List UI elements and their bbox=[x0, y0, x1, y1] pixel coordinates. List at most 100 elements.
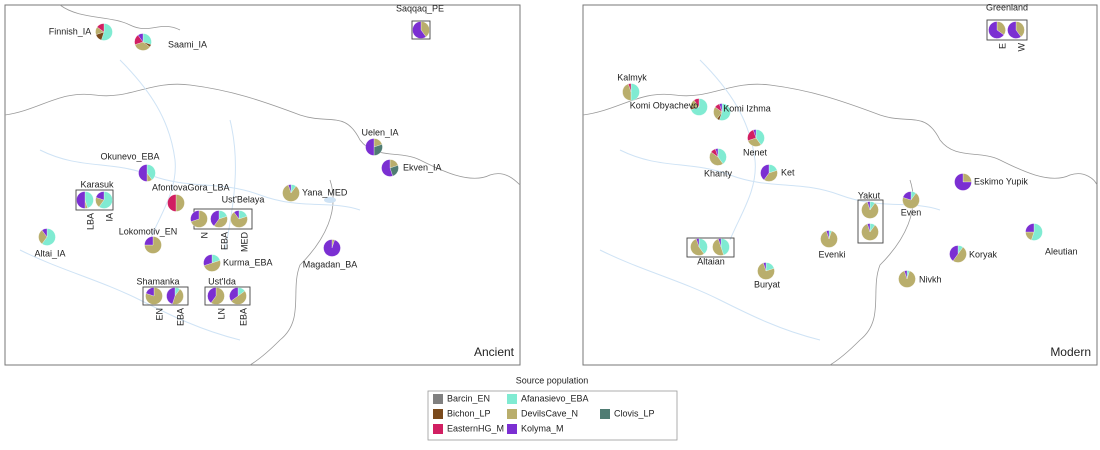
site: EN EBA Shamanka bbox=[136, 276, 189, 326]
site-box bbox=[411, 20, 431, 40]
pie-wedge bbox=[420, 21, 430, 38]
legend-label: Barcin_EN bbox=[447, 393, 490, 403]
site-label: Yakut bbox=[858, 190, 881, 200]
legend-swatch bbox=[507, 424, 517, 434]
pie-wedge bbox=[146, 164, 156, 181]
pie-wedge bbox=[137, 33, 144, 43]
site-label: Nivkh bbox=[919, 274, 942, 284]
site-label: Aleutian bbox=[1045, 246, 1078, 256]
pie-wedge bbox=[1015, 21, 1025, 38]
pie-wedge bbox=[190, 210, 200, 222]
pie-wedge bbox=[138, 164, 148, 182]
pie-sublabel: MED bbox=[239, 232, 249, 253]
site: Eskimo Yupik bbox=[954, 173, 1028, 191]
pie-wedge bbox=[203, 260, 221, 272]
pie-wedge bbox=[282, 184, 300, 202]
site: Okunevo_EBA bbox=[100, 151, 160, 182]
pie-wedge bbox=[954, 173, 972, 191]
pie-wedge bbox=[630, 83, 640, 101]
pie-sublabel: EBA bbox=[238, 308, 248, 326]
site: Altaian bbox=[686, 237, 735, 266]
panel-label: Ancient bbox=[474, 345, 515, 359]
site-label: Finnish_IA bbox=[49, 26, 92, 36]
site-label: Koryak bbox=[969, 249, 998, 259]
legend-swatch bbox=[433, 394, 443, 404]
site: Aleutian bbox=[1025, 223, 1078, 256]
pie-wedge bbox=[76, 191, 86, 209]
site-label: Saami_IA bbox=[168, 39, 207, 49]
pie-sublabel: LBA bbox=[85, 213, 95, 230]
site: Nivkh bbox=[898, 270, 942, 288]
site-label: Ekven_IA bbox=[403, 162, 442, 172]
site: Kalmyk bbox=[617, 72, 647, 101]
legend-label: DevilsCave_N bbox=[521, 408, 578, 418]
pie-sublabel: EN bbox=[154, 308, 164, 321]
site-box bbox=[142, 286, 189, 306]
pie-wedge bbox=[84, 191, 94, 209]
legend-label: Clovis_LP bbox=[614, 408, 655, 418]
site: Uelen_IA bbox=[361, 127, 399, 156]
site-label: Lokomotiv_EN bbox=[119, 226, 178, 236]
site-label: Magadan_BA bbox=[303, 259, 358, 269]
pie-wedge bbox=[622, 83, 632, 101]
site: Saqqaq_PE bbox=[396, 3, 444, 40]
site-label: Uelen_IA bbox=[361, 127, 398, 137]
site-box bbox=[75, 189, 114, 211]
pie-wedge bbox=[95, 191, 105, 201]
pie-sublabel: N bbox=[199, 232, 209, 239]
pie-wedge bbox=[412, 21, 427, 39]
pie-wedge bbox=[898, 270, 916, 288]
site-label: Ust'Ida bbox=[208, 276, 236, 286]
site: Yakut bbox=[857, 190, 884, 244]
pie-wedge bbox=[719, 103, 723, 113]
pie-wedge bbox=[628, 83, 632, 93]
site-label: Saqqaq_PE bbox=[396, 3, 444, 13]
pie-wedge bbox=[213, 216, 228, 228]
pie-sublabel: EBA bbox=[175, 308, 185, 326]
pie-wedge bbox=[1007, 21, 1022, 39]
pie-wedge bbox=[717, 148, 727, 165]
pie-sublabel: E bbox=[997, 43, 1007, 49]
pie-wedge bbox=[712, 238, 724, 256]
legend-frame bbox=[427, 390, 678, 441]
site-label: Buryat bbox=[754, 279, 781, 289]
panel-label: Modern bbox=[1050, 345, 1091, 359]
site: E W Greenland bbox=[986, 2, 1028, 51]
pie-wedge bbox=[1025, 223, 1035, 233]
legend-swatch bbox=[433, 424, 443, 434]
pie-wedge bbox=[233, 210, 240, 220]
site: AfontovaGora_LBA bbox=[152, 182, 230, 212]
site: Saami_IA bbox=[134, 33, 207, 51]
pie-wedge bbox=[949, 245, 959, 262]
site: Altai_IA bbox=[34, 228, 66, 258]
pie-wedge bbox=[144, 236, 162, 254]
pie-wedge bbox=[902, 191, 912, 201]
pie-wedge bbox=[190, 210, 208, 228]
pie-wedge bbox=[763, 170, 778, 182]
pie-wedge bbox=[203, 254, 213, 266]
site-label: Evenki bbox=[818, 249, 845, 259]
site-label: Even bbox=[901, 207, 922, 217]
site: LN EBA Ust'Ida bbox=[204, 276, 251, 326]
site-label: Okunevo_EBA bbox=[100, 151, 159, 161]
site-box bbox=[857, 199, 884, 244]
pie-wedge bbox=[98, 191, 113, 209]
pie-sublabel: W bbox=[1016, 43, 1026, 52]
site: N EBA MED Ust'Belaya bbox=[190, 194, 264, 253]
pie-wedge bbox=[988, 21, 1005, 39]
site: Khanty bbox=[704, 148, 733, 178]
legend-label: EasternHG_M bbox=[447, 423, 504, 433]
site: Lokomotiv_EN bbox=[119, 226, 178, 254]
site-label: Shamanka bbox=[136, 276, 179, 286]
pie-wedge bbox=[861, 223, 879, 241]
pie-wedge bbox=[229, 287, 239, 302]
site-label: Yana_MED bbox=[302, 187, 348, 197]
site-label: Kalmyk bbox=[617, 72, 647, 82]
pie-wedge bbox=[175, 194, 185, 212]
site-label: Khanty bbox=[704, 168, 733, 178]
pie-wedge bbox=[861, 201, 879, 219]
pie-wedge bbox=[867, 201, 871, 211]
site: Komi Izhma bbox=[713, 103, 771, 121]
pie-wedge bbox=[760, 164, 770, 181]
